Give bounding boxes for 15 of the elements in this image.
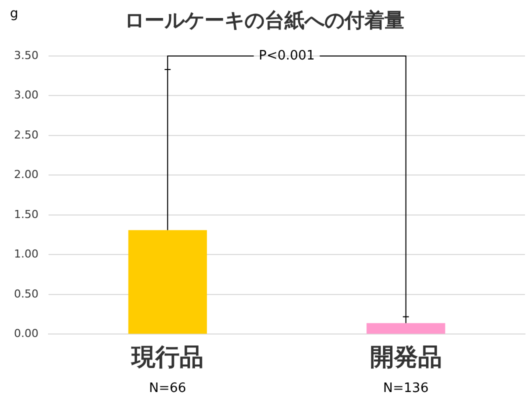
y-tick-label: 2.00 bbox=[14, 168, 38, 182]
x-tick-label: 現行品 bbox=[130, 342, 204, 371]
y-tick-label: 0.00 bbox=[14, 327, 38, 340]
x-tick-label: 開発品 bbox=[370, 342, 442, 371]
chart-title: ロールケーキの台紙への付着量 bbox=[124, 8, 404, 32]
y-tick-label: 3.50 bbox=[14, 48, 38, 62]
y-tick-label: 1.50 bbox=[14, 208, 38, 221]
y-tick-label: 3.00 bbox=[14, 88, 38, 102]
y-axis-title: g bbox=[10, 6, 18, 22]
y-tick-label: 0.50 bbox=[14, 287, 38, 300]
y-tick-label: 2.50 bbox=[14, 128, 38, 142]
text: N=136 bbox=[383, 380, 429, 396]
y-tick-label: 1.00 bbox=[14, 248, 38, 261]
text: N=66 bbox=[149, 380, 186, 396]
annotation: P<0.001 bbox=[258, 48, 315, 64]
